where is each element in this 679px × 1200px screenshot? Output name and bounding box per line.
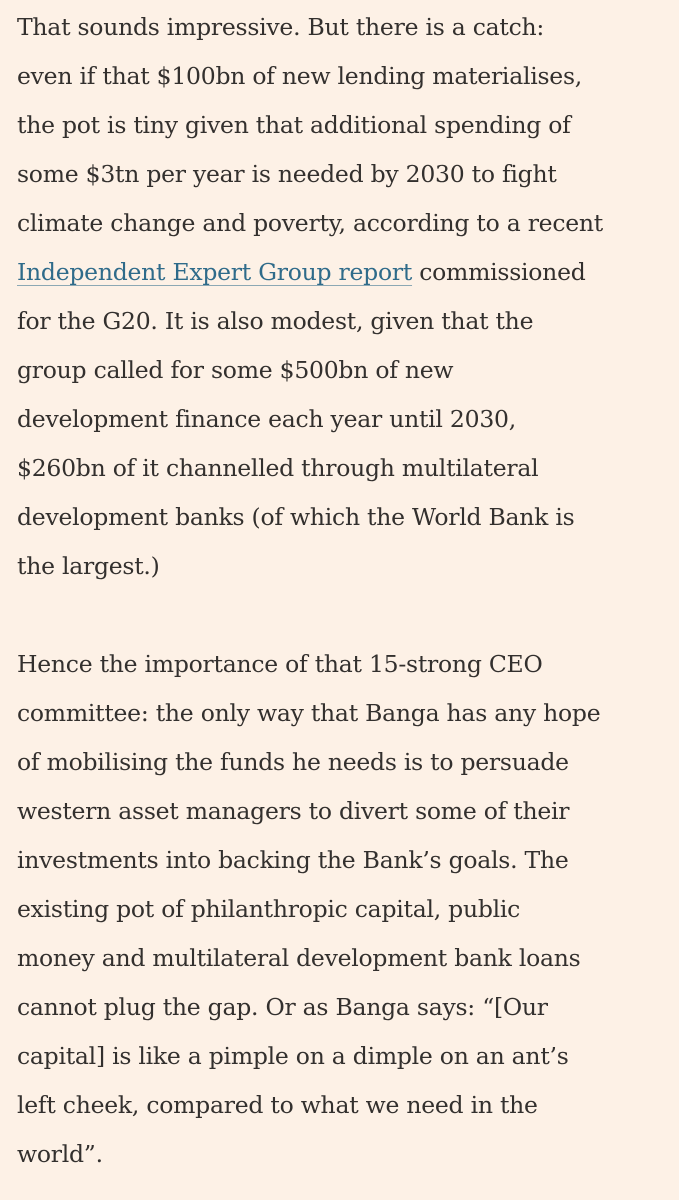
text-line: existing pot of philanthropic capital, p… [17, 895, 521, 923]
text-line: That sounds impressive. But there is a c… [17, 13, 545, 41]
text-line: group called for some $500bn of new [17, 356, 454, 384]
independent-expert-group-report-link[interactable]: Independent Expert Group report [17, 258, 413, 286]
text-line: for the G20. It is also modest, given th… [17, 307, 534, 335]
text-line: world”. [17, 1140, 103, 1168]
text-line: even if that $100bn of new lending mater… [17, 62, 582, 90]
text-line: money and multilateral development bank … [17, 944, 581, 972]
text-line: the pot is tiny given that additional sp… [17, 111, 571, 139]
text-line: climate change and poverty, according to… [17, 209, 603, 237]
text-line: capital] is like a pimple on a dimple on… [17, 1042, 569, 1070]
text-line: of mobilising the funds he needs is to p… [17, 748, 569, 776]
text-line: western asset managers to divert some of… [17, 797, 570, 825]
text-fragment: commissioned [412, 258, 586, 286]
text-line: the largest.) [17, 552, 160, 580]
text-line: Hence the importance of that 15-strong C… [17, 650, 543, 678]
text-line: investments into backing the Bank’s goal… [17, 846, 569, 874]
text-line: development banks (of which the World Ba… [17, 503, 575, 531]
text-line: some $3tn per year is needed by 2030 to … [17, 160, 557, 188]
text-line: $260bn of it channelled through multilat… [17, 454, 539, 482]
text-line: committee: the only way that Banga has a… [17, 699, 601, 727]
text-line-with-link: Independent Expert Group report commissi… [17, 248, 586, 297]
text-line: development finance each year until 2030… [17, 405, 516, 433]
text-line: cannot plug the gap. Or as Banga says: “… [17, 993, 548, 1021]
text-line: left cheek, compared to what we need in … [17, 1091, 538, 1119]
